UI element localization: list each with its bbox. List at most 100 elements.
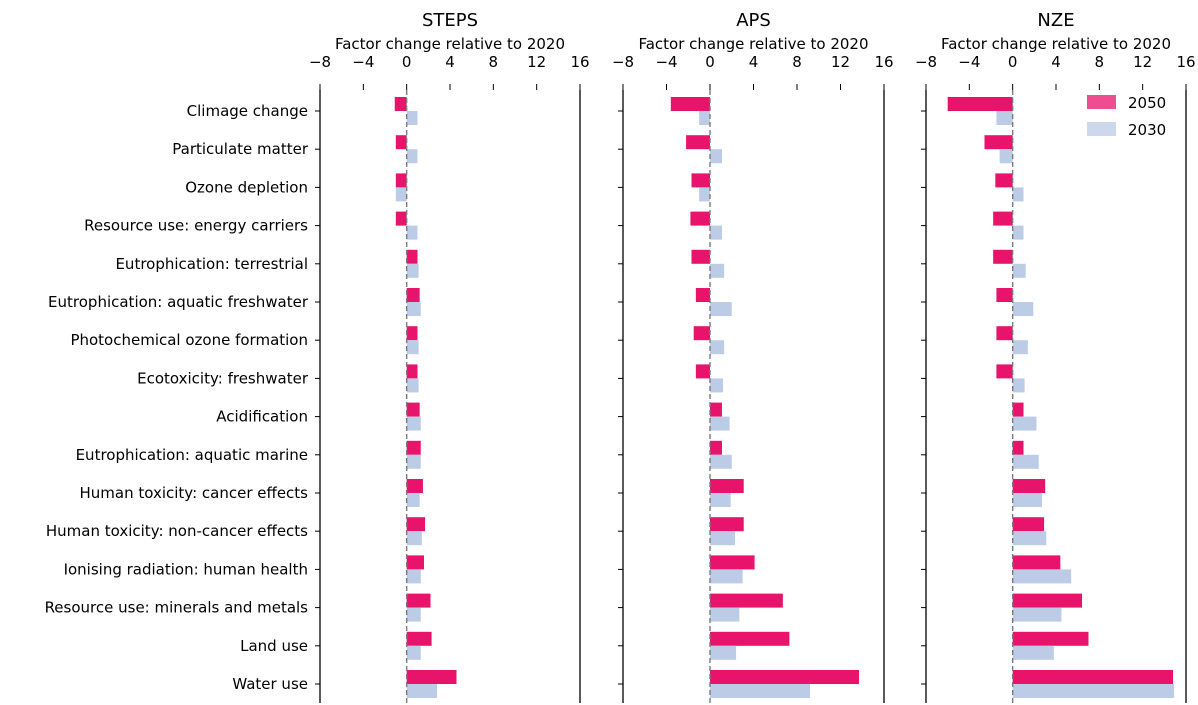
- bar-2030: [710, 416, 730, 431]
- bar-2030: [1012, 493, 1042, 507]
- bar-2030: [1012, 684, 1175, 698]
- x-tick-label: −4: [655, 53, 677, 71]
- bar-2050: [395, 173, 407, 188]
- bar-2030: [999, 149, 1013, 164]
- bar-2030: [1012, 454, 1039, 469]
- x-tick-label: 12: [831, 53, 850, 71]
- x-axis-title: Factor change relative to 2020: [638, 35, 868, 53]
- bar-2050: [406, 440, 421, 455]
- bar-2030: [406, 569, 421, 584]
- panel-title: STEPS: [422, 10, 478, 31]
- bar-2030: [1012, 378, 1025, 393]
- category-label: Human toxicity: non-cancer effects: [46, 522, 308, 540]
- bar-2030: [1012, 302, 1034, 316]
- bar-2030: [710, 378, 724, 393]
- bar-2050: [710, 555, 755, 570]
- x-tick-label: 16: [1176, 53, 1195, 71]
- bar-2050: [670, 97, 710, 111]
- bar-2030: [406, 340, 419, 355]
- bar-2030: [1012, 340, 1028, 355]
- category-label: Resource use: minerals and metals: [45, 599, 309, 617]
- x-tick-label: −4: [958, 53, 980, 71]
- bar-2030: [406, 378, 419, 393]
- bar-2030: [1012, 569, 1072, 584]
- bar-2030: [1012, 416, 1037, 431]
- bar-2030: [1012, 645, 1054, 660]
- bar-2050: [394, 97, 407, 111]
- bar-2030: [710, 645, 737, 660]
- bar-2030: [710, 263, 725, 278]
- bar-2050: [996, 326, 1013, 341]
- bar-2050: [406, 402, 420, 417]
- x-tick-label: −8: [309, 53, 331, 71]
- bar-2030: [406, 454, 421, 469]
- legend-swatch-2030: [1087, 122, 1116, 136]
- legend-swatch-2050: [1087, 95, 1116, 109]
- bar-2050: [710, 517, 744, 532]
- category-label: Human toxicity: cancer effects: [79, 484, 308, 502]
- bar-2050: [695, 364, 710, 379]
- bar-2050: [1012, 440, 1024, 455]
- bar-2050: [710, 479, 744, 493]
- bar-2050: [406, 288, 420, 302]
- bar-2030: [406, 302, 421, 316]
- bar-2050: [395, 135, 407, 150]
- bar-2050: [686, 135, 710, 150]
- panel-title: APS: [736, 10, 771, 31]
- x-tick-label: −8: [915, 53, 937, 71]
- x-tick-label: 16: [874, 53, 893, 71]
- category-label: Ionising radiation: human health: [64, 560, 308, 578]
- category-label: Photochemical ozone formation: [70, 331, 308, 349]
- bar-2030: [710, 493, 731, 507]
- bar-2050: [693, 326, 710, 341]
- bar-2030: [1012, 187, 1024, 202]
- bar-2030: [406, 225, 418, 240]
- x-tick-label: −8: [612, 53, 634, 71]
- x-axis-title: Factor change relative to 2020: [335, 35, 565, 53]
- x-tick-label: 4: [749, 53, 759, 71]
- category-label: Resource use: energy carriers: [84, 217, 308, 235]
- bar-2030: [710, 149, 722, 164]
- bar-2050: [993, 249, 1013, 264]
- bar-2030: [406, 263, 419, 278]
- category-label: Eutrophication: terrestrial: [115, 255, 308, 273]
- x-tick-label: 0: [705, 53, 715, 71]
- bar-2030: [710, 607, 740, 622]
- bar-2050: [1012, 593, 1082, 608]
- category-label: Ecotoxicity: freshwater: [137, 369, 309, 387]
- category-label: Acidification: [216, 408, 308, 426]
- bar-2030: [406, 607, 421, 622]
- bar-2030: [710, 340, 725, 355]
- bar-2030: [710, 302, 732, 316]
- x-axis-title: Factor change relative to 2020: [941, 35, 1171, 53]
- bar-2050: [993, 211, 1013, 226]
- bar-2030: [710, 531, 736, 546]
- bar-2050: [996, 288, 1013, 302]
- bar-2050: [406, 517, 426, 532]
- bar-2050: [690, 211, 710, 226]
- category-label: Eutrophication: aquatic marine: [76, 446, 308, 464]
- bar-2050: [996, 364, 1013, 379]
- x-tick-label: 4: [1051, 53, 1061, 71]
- panel-title: NZE: [1037, 10, 1074, 31]
- bar-2050: [1012, 670, 1173, 684]
- bar-2030: [699, 187, 710, 202]
- x-tick-label: 0: [1008, 53, 1018, 71]
- bar-2030: [1012, 531, 1047, 546]
- bar-2050: [710, 670, 859, 684]
- bar-2050: [695, 288, 710, 302]
- x-tick-label: 8: [792, 53, 802, 71]
- bar-2050: [995, 173, 1013, 188]
- bar-2030: [710, 225, 722, 240]
- bar-2030: [406, 684, 437, 698]
- bar-2050: [710, 440, 722, 455]
- x-tick-label: 16: [570, 53, 589, 71]
- bar-2050: [710, 593, 783, 608]
- x-tick-label: 4: [445, 53, 455, 71]
- bar-2030: [1012, 263, 1026, 278]
- x-tick-label: 12: [527, 53, 546, 71]
- bar-2050: [1012, 555, 1061, 570]
- bar-2050: [1012, 402, 1024, 417]
- bar-2030: [710, 684, 811, 698]
